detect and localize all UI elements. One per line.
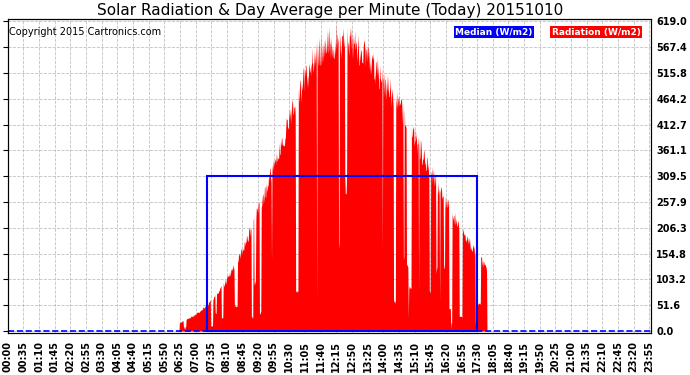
Text: Median (W/m2): Median (W/m2) [455, 28, 533, 37]
Text: Radiation (W/m2): Radiation (W/m2) [552, 28, 640, 37]
Text: Copyright 2015 Cartronics.com: Copyright 2015 Cartronics.com [9, 27, 161, 37]
Bar [207, 176, 477, 331]
Title: Solar Radiation & Day Average per Minute (Today) 20151010: Solar Radiation & Day Average per Minute… [97, 3, 563, 18]
